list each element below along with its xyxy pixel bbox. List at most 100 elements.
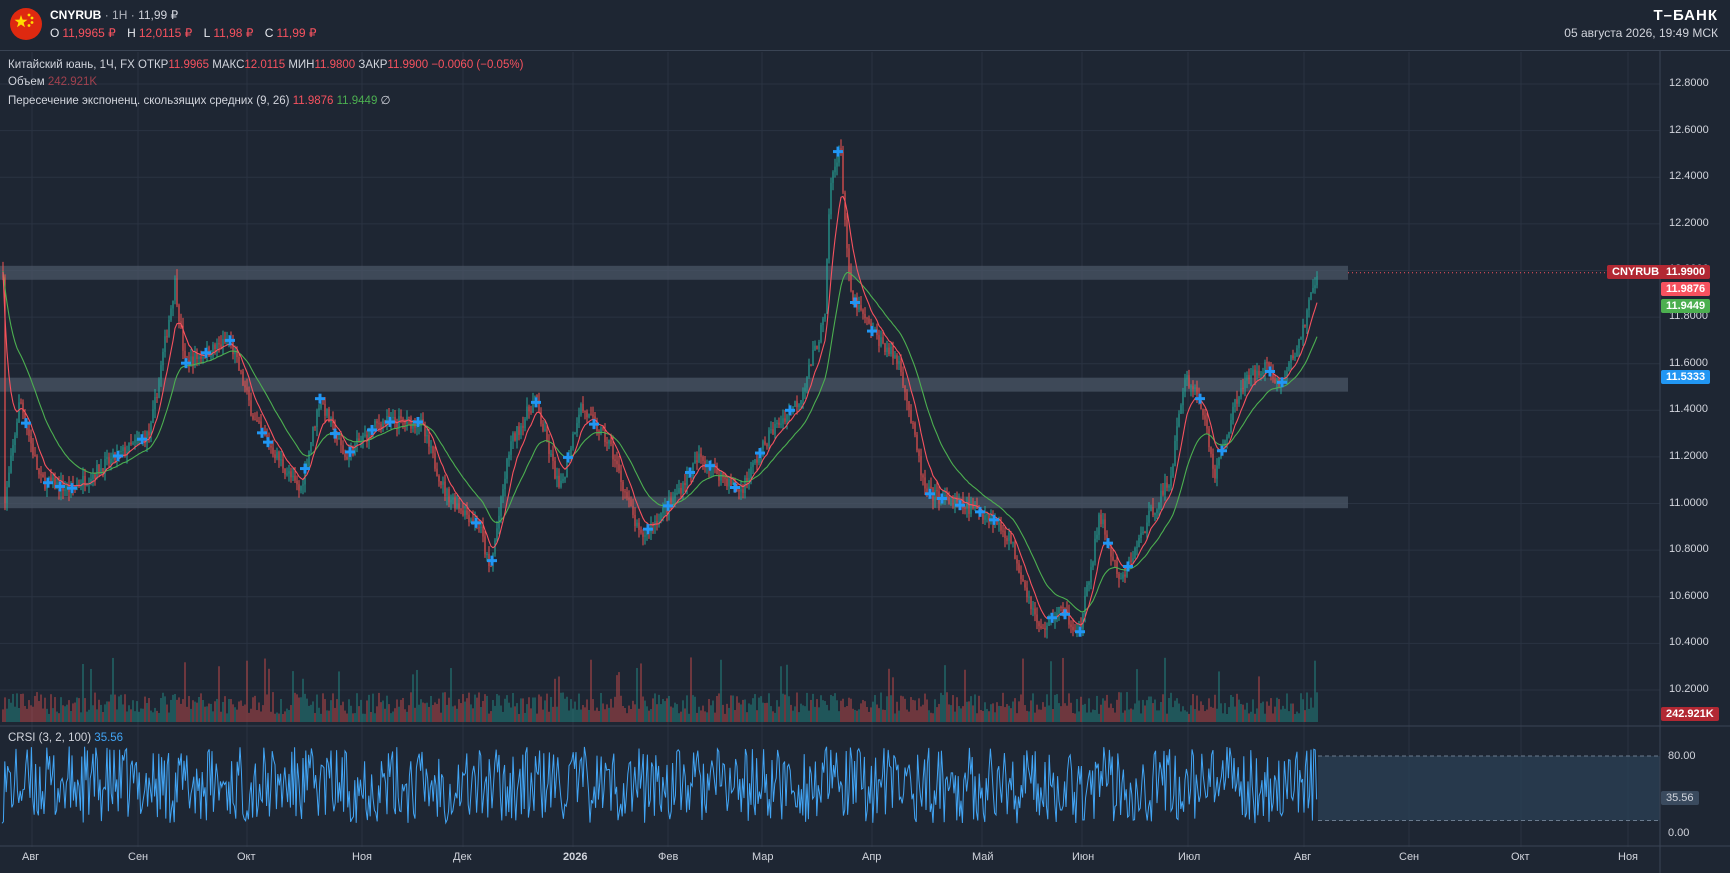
- volume-bar: [856, 710, 858, 722]
- volume-bar: [888, 668, 890, 722]
- volume-bar: [382, 700, 384, 722]
- volume-bar: [534, 697, 536, 722]
- volume-bar: [366, 700, 368, 722]
- volume-bar: [414, 707, 416, 722]
- candle-body: [156, 397, 158, 399]
- candle-body: [702, 456, 704, 461]
- volume-bar: [284, 711, 286, 722]
- candle-body: [596, 420, 598, 431]
- candle-body: [842, 151, 844, 193]
- volume-bar: [708, 699, 710, 722]
- candle-body: [1316, 276, 1318, 286]
- volume-bar: [130, 709, 132, 722]
- candle-body: [822, 318, 824, 326]
- volume-bar: [894, 713, 896, 722]
- legend-ema-name: Пересечение экспоненц. скользящих средни…: [8, 95, 290, 107]
- candle-body: [634, 514, 636, 527]
- volume-bar: [522, 698, 524, 722]
- volume-bar: [998, 705, 1000, 722]
- candle-body: [1190, 386, 1192, 388]
- candle-body: [306, 465, 308, 467]
- time-axis-label: Окт: [1511, 851, 1530, 863]
- volume-bar: [154, 707, 156, 722]
- candle-body: [738, 489, 740, 492]
- volume-bar: [790, 704, 792, 722]
- volume-bar: [1216, 708, 1218, 722]
- volume-bar: [712, 700, 714, 722]
- volume-bar: [492, 700, 494, 722]
- legend-crsi[interactable]: CRSI (3, 2, 100) 35.56: [8, 732, 123, 744]
- candle-body: [770, 429, 772, 431]
- candle-body: [796, 401, 798, 408]
- candle-body: [196, 353, 198, 360]
- candle-body: [292, 475, 294, 478]
- legend-ema-cross[interactable]: Пересечение экспоненц. скользящих средни…: [8, 93, 391, 107]
- volume-bar: [1150, 696, 1152, 722]
- interval-label[interactable]: 1H: [112, 8, 128, 22]
- volume-bar: [1050, 661, 1052, 722]
- hide-values-icon[interactable]: ∅: [380, 95, 391, 107]
- volume-bar: [1220, 703, 1222, 722]
- volume-bar: [100, 704, 102, 722]
- candle-body: [802, 391, 804, 401]
- volume-bar: [634, 704, 636, 722]
- candle-body: [774, 424, 776, 435]
- candle-body: [424, 424, 426, 437]
- candle-body: [1028, 596, 1030, 598]
- volume-bar: [946, 692, 948, 722]
- volume-bar: [954, 711, 956, 722]
- volume-bar: [1142, 699, 1144, 722]
- legend-open-value: 11.9965: [168, 59, 210, 71]
- legend-volume[interactable]: Объем 242.921K: [8, 76, 97, 88]
- candle-body: [430, 446, 432, 448]
- volume-bar: [1016, 713, 1018, 722]
- candle-body: [272, 447, 274, 455]
- candle-body: [462, 510, 464, 516]
- candle-body: [1094, 538, 1096, 563]
- candle-body: [30, 435, 32, 444]
- price-chart[interactable]: [0, 50, 1730, 873]
- volume-bar: [758, 697, 760, 722]
- candle-body: [620, 470, 622, 483]
- time-axis-label: Авг: [22, 851, 40, 863]
- volume-bar: [632, 700, 634, 722]
- candle-body: [832, 172, 834, 183]
- candle-body: [368, 428, 370, 442]
- volume-bar: [1180, 711, 1182, 722]
- price-axis-label: 11.8000: [1669, 310, 1708, 323]
- candle-body: [1268, 362, 1270, 369]
- volume-bar: [992, 703, 994, 722]
- volume-bar: [680, 711, 682, 722]
- candle-body: [950, 503, 952, 505]
- volume-bar: [910, 697, 912, 722]
- volume-bar: [1052, 709, 1054, 722]
- candle-body: [1102, 519, 1104, 525]
- volume-bar: [98, 699, 100, 722]
- candle-body: [36, 455, 38, 470]
- ema-fast-line: [2, 195, 1318, 626]
- candle-body: [312, 426, 314, 443]
- volume-bar: [852, 708, 854, 722]
- candle-body: [466, 510, 468, 515]
- candle-body: [810, 364, 812, 366]
- volume-bar: [330, 700, 332, 722]
- candle-body: [284, 468, 286, 475]
- volume-bar: [408, 705, 410, 722]
- volume-bar: [226, 713, 228, 722]
- candle-body: [158, 379, 160, 398]
- symbol-line[interactable]: CNYRUB · 1H · 11,99 ₽: [50, 8, 179, 22]
- legend-main[interactable]: Китайский юань, 1Ч, FX ОТКР11.9965 МАКС1…: [8, 59, 523, 71]
- candle-body: [682, 483, 684, 494]
- volume-bar: [596, 707, 598, 722]
- volume-bar: [932, 713, 934, 722]
- candle-body: [452, 497, 454, 500]
- candle-body: [440, 481, 442, 485]
- volume-bar: [918, 698, 920, 722]
- price-axis-label: 12.2000: [1669, 216, 1709, 229]
- candle-body: [494, 540, 496, 554]
- price-axis-label: 10.2000: [1669, 683, 1709, 695]
- volume-bar: [378, 692, 380, 722]
- candle-body: [96, 464, 98, 479]
- volume-bar: [972, 705, 974, 722]
- candle-body: [248, 390, 250, 401]
